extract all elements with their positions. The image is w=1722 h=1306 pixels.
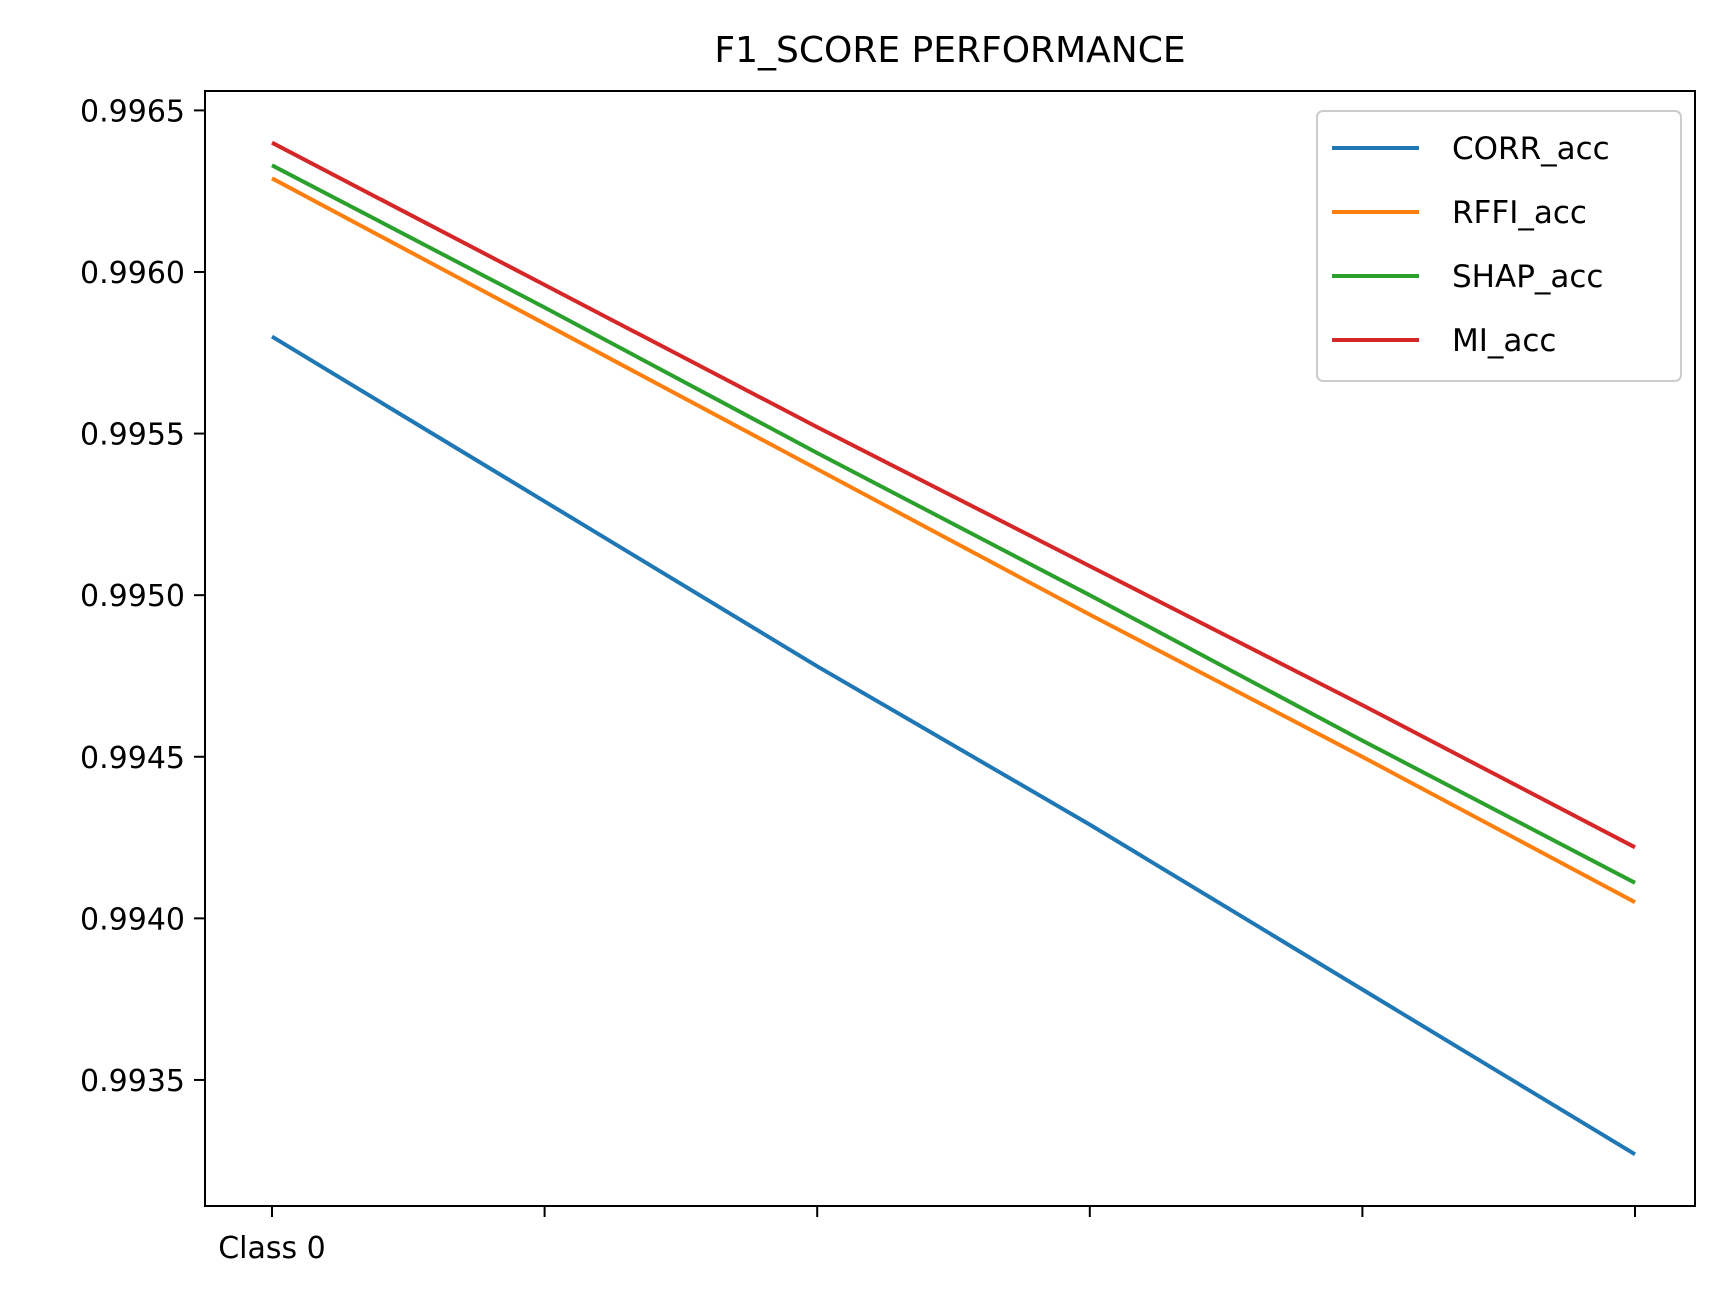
legend-label: RFFI_acc	[1452, 195, 1587, 231]
legend-label: SHAP_acc	[1452, 259, 1603, 295]
legend-label: CORR_acc	[1452, 131, 1610, 167]
y-tick-label: 0.9945	[80, 741, 185, 776]
legend-box	[1316, 110, 1682, 382]
legend-label: MI_acc	[1452, 323, 1556, 359]
chart-title: F1_SCORE PERFORMANCE	[714, 30, 1185, 71]
series-line-rffi-acc	[271, 176, 1636, 904]
y-tick-label: 0.9940	[80, 902, 185, 937]
y-axis: 0.9935 0.9940 0.9945 0.9950 0.9955 0.9960 0.99…	[80, 94, 205, 1099]
series-line-mi-acc	[271, 140, 1636, 850]
series-group	[270, 140, 1637, 1157]
legend: CORR_acc RFFI_acc SHAP_acc MI_acc	[1316, 110, 1682, 382]
plot-frame	[204, 90, 1696, 1207]
series-line-shap-acc	[271, 163, 1636, 885]
y-tick-label: 0.9960	[80, 256, 185, 291]
y-tick-label: 0.9935	[80, 1064, 185, 1099]
x-tick-label: Class 0	[218, 1231, 326, 1266]
y-tick-label: 0.9965	[80, 94, 185, 129]
y-tick-label: 0.9955	[80, 418, 185, 453]
y-tick-label: 0.9950	[80, 579, 185, 614]
x-axis: Class 0	[218, 1206, 1636, 1266]
series-line-corr-acc	[270, 334, 1637, 1157]
